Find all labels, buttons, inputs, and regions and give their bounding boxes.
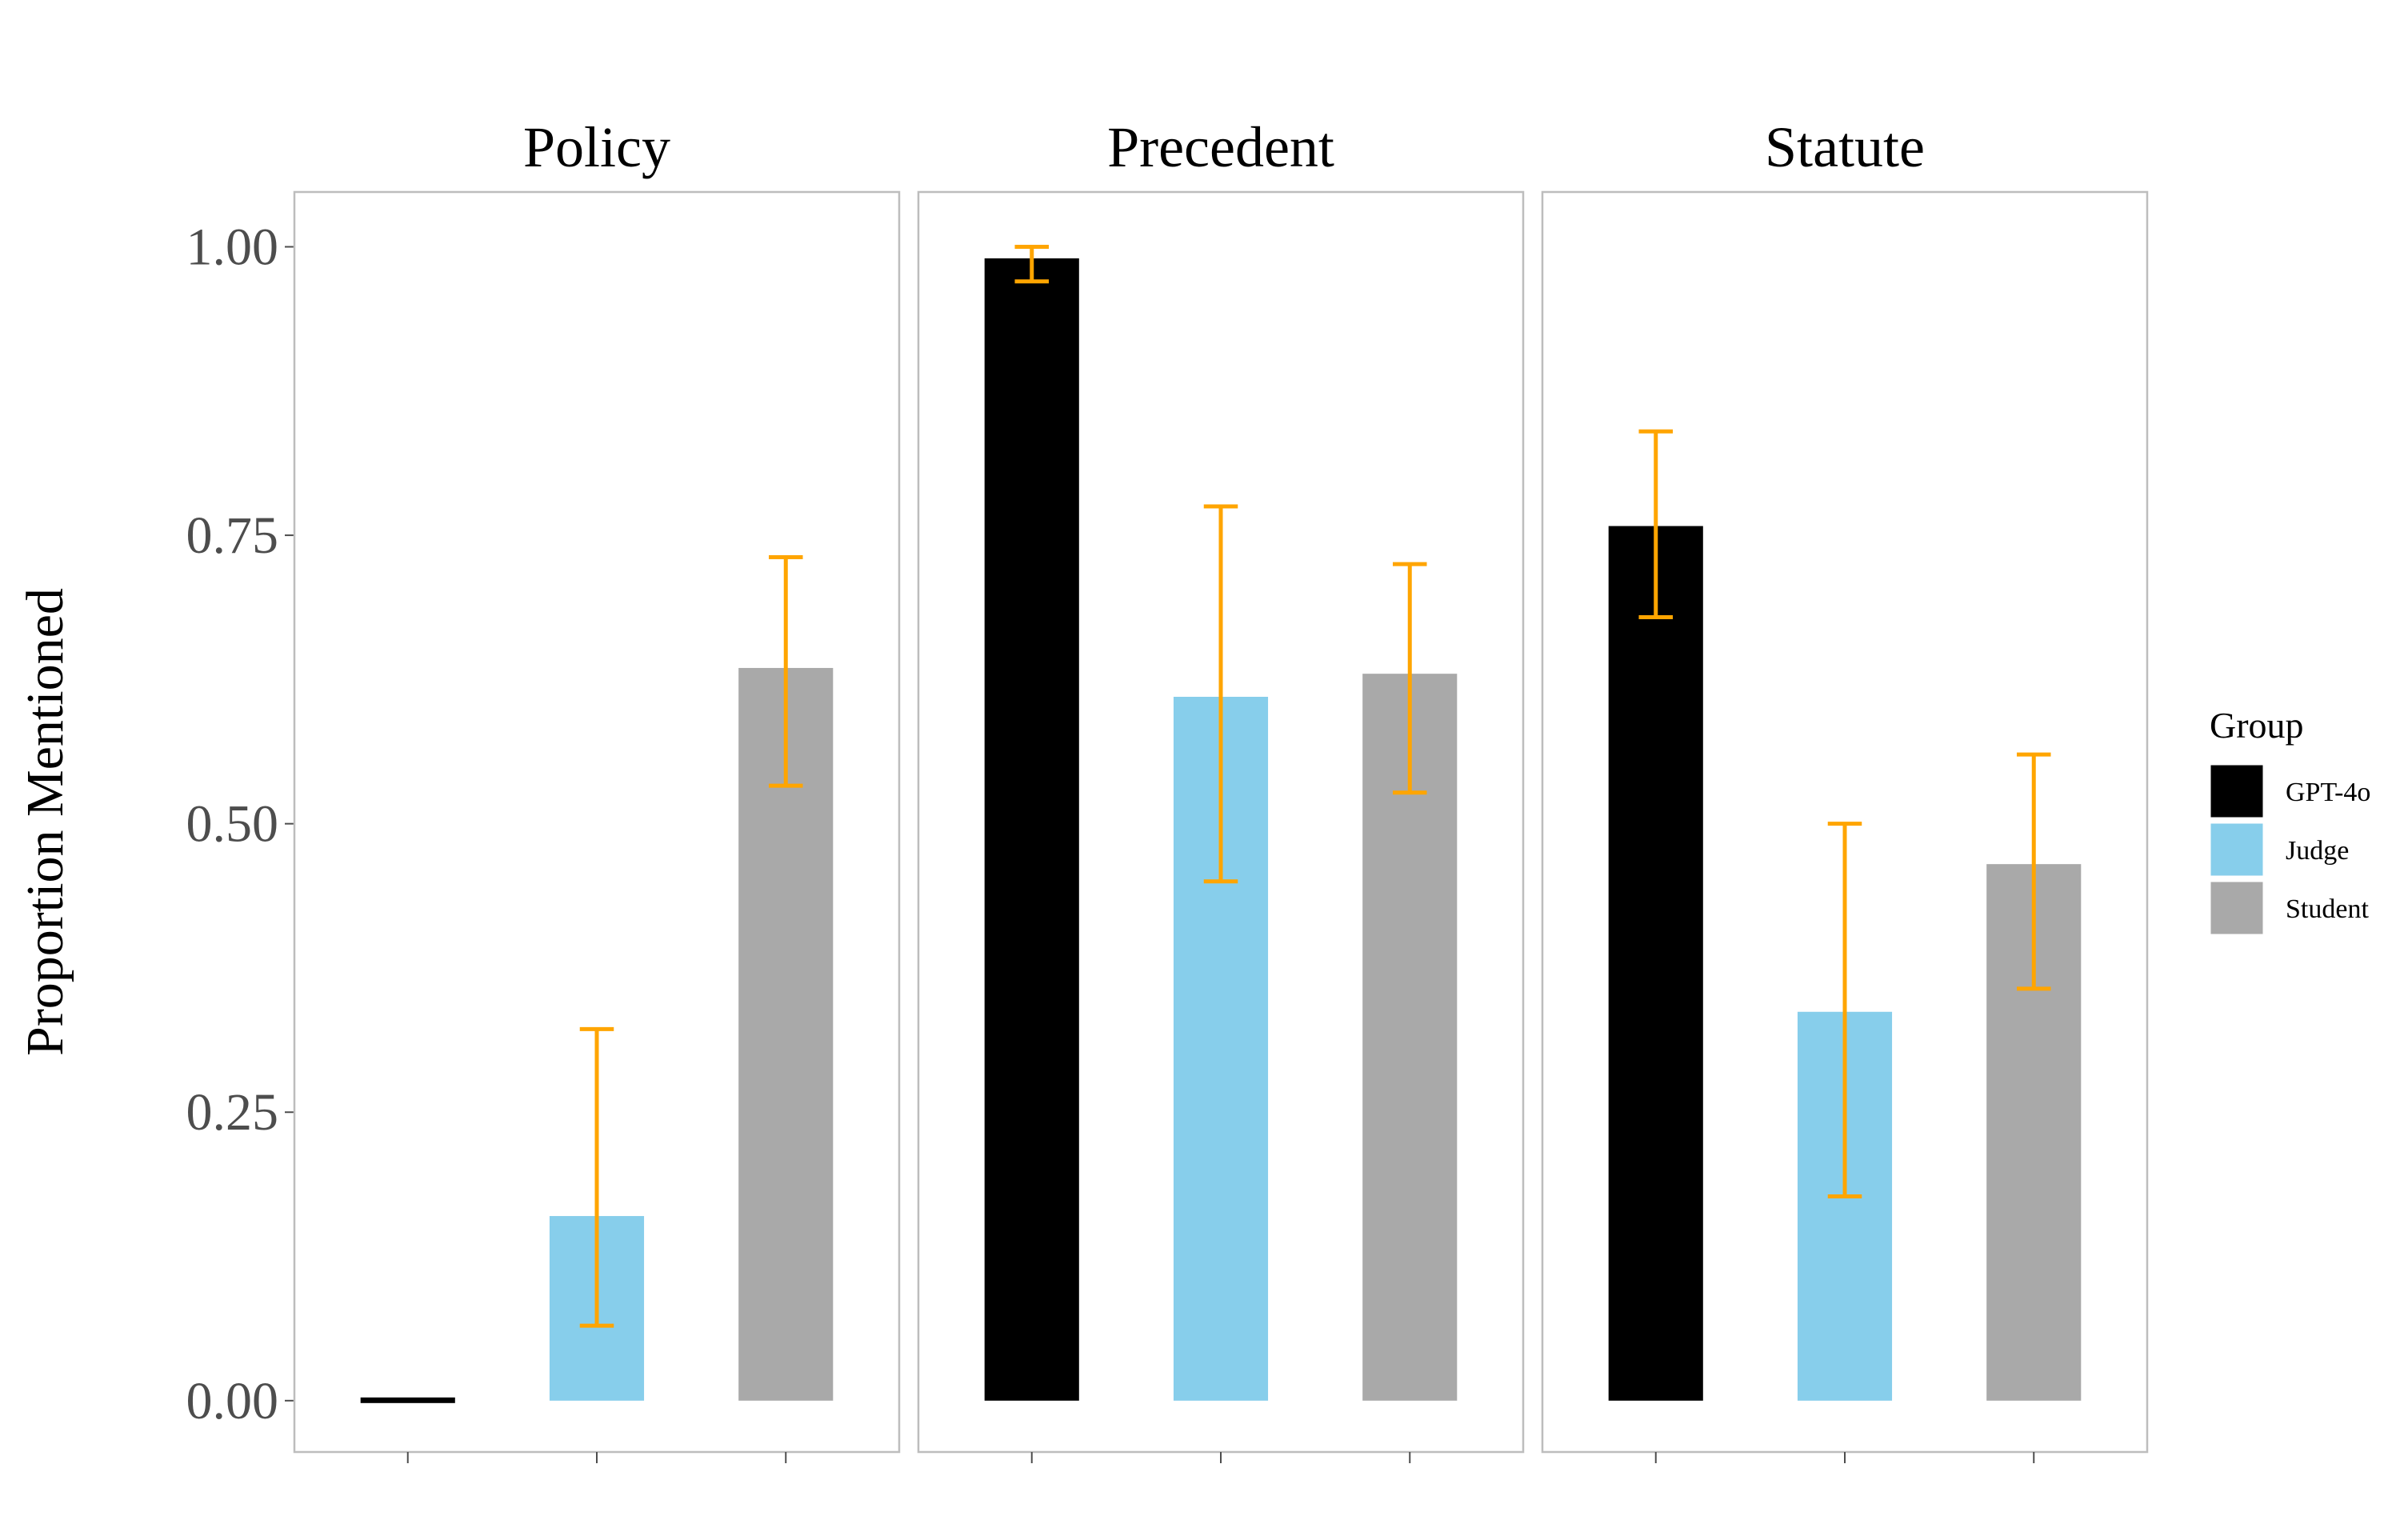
y-tick-label: 0.75 (186, 506, 279, 565)
y-tick-label: 0.50 (186, 795, 279, 854)
y-axis-title: Proportion Mentioned (16, 588, 74, 1056)
bar (984, 258, 1079, 1401)
y-tick-label: 1.00 (186, 218, 279, 277)
legend-swatch (2208, 821, 2266, 878)
legend-swatch (2208, 879, 2266, 937)
y-tick-label: 0.25 (186, 1083, 279, 1142)
legend-label: Student (2286, 894, 2369, 924)
facet-title: Precedent (1107, 115, 1334, 179)
legend-title: Group (2210, 705, 2304, 746)
bar (360, 1397, 455, 1403)
legend-label: GPT-4o (2286, 778, 2370, 807)
legend-label: Judge (2286, 836, 2349, 866)
bar (1608, 526, 1703, 1401)
bar (1362, 674, 1458, 1401)
legend-swatch (2208, 762, 2266, 820)
y-tick-label: 0.00 (186, 1372, 279, 1430)
facet-title: Policy (523, 115, 670, 179)
bar (738, 667, 834, 1401)
facet-title: Statute (1765, 115, 1925, 179)
